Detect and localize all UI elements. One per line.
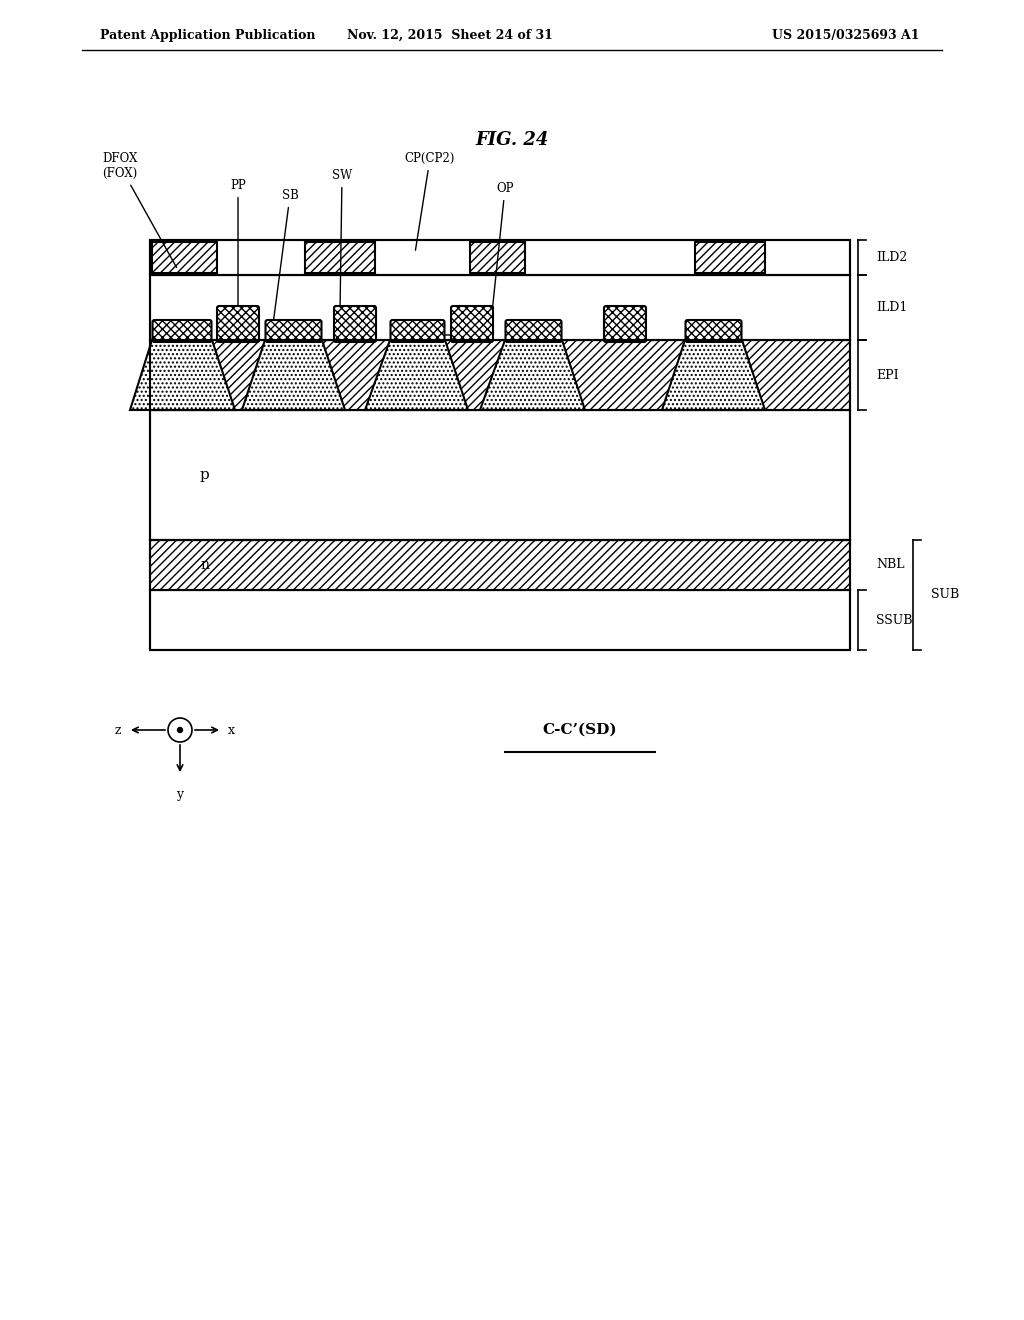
FancyBboxPatch shape [217, 306, 259, 342]
Bar [305, 243, 375, 272]
Polygon shape [662, 341, 765, 411]
FancyBboxPatch shape [604, 306, 646, 342]
FancyBboxPatch shape [334, 306, 376, 342]
Bar [150, 411, 850, 540]
FancyBboxPatch shape [506, 319, 561, 342]
Text: z: z [115, 723, 122, 737]
FancyBboxPatch shape [265, 319, 322, 342]
Bar [150, 240, 850, 649]
Text: OP: OP [490, 182, 514, 329]
Text: FIG. 24: FIG. 24 [475, 131, 549, 149]
Text: ILD2: ILD2 [876, 251, 907, 264]
Text: ILD1: ILD1 [876, 301, 907, 314]
Bar [150, 275, 850, 341]
FancyBboxPatch shape [153, 319, 212, 342]
Circle shape [177, 727, 182, 733]
Text: n: n [200, 374, 209, 387]
Text: CP(CP2): CP(CP2) [404, 152, 456, 251]
Text: C-C’(SD): C-C’(SD) [543, 723, 617, 737]
Bar [152, 243, 217, 272]
Text: y: y [176, 788, 183, 801]
Text: Nov. 12, 2015  Sheet 24 of 31: Nov. 12, 2015 Sheet 24 of 31 [347, 29, 553, 41]
Polygon shape [242, 341, 345, 411]
Text: n: n [200, 558, 209, 572]
Bar [150, 590, 850, 649]
FancyBboxPatch shape [451, 306, 493, 342]
Text: Patent Application Publication: Patent Application Publication [100, 29, 315, 41]
Text: NBL: NBL [876, 558, 904, 572]
Polygon shape [480, 341, 585, 411]
Text: PP: PP [230, 180, 246, 309]
Polygon shape [130, 341, 234, 411]
Text: EPI: EPI [876, 368, 899, 381]
Text: US 2015/0325693 A1: US 2015/0325693 A1 [772, 29, 920, 41]
Text: x: x [228, 723, 234, 737]
FancyBboxPatch shape [390, 319, 444, 342]
Text: SUB: SUB [931, 589, 959, 602]
Bar [150, 341, 850, 411]
Text: SW: SW [332, 169, 352, 309]
Bar [695, 243, 765, 272]
Bar [150, 240, 850, 275]
Text: p: p [200, 469, 210, 482]
Polygon shape [365, 341, 468, 411]
Bar [150, 540, 850, 590]
Text: SSUB: SSUB [876, 614, 912, 627]
Text: DFOX
(FOX): DFOX (FOX) [102, 152, 177, 268]
Bar [470, 243, 525, 272]
Text: SB: SB [272, 189, 298, 329]
FancyBboxPatch shape [685, 319, 741, 342]
